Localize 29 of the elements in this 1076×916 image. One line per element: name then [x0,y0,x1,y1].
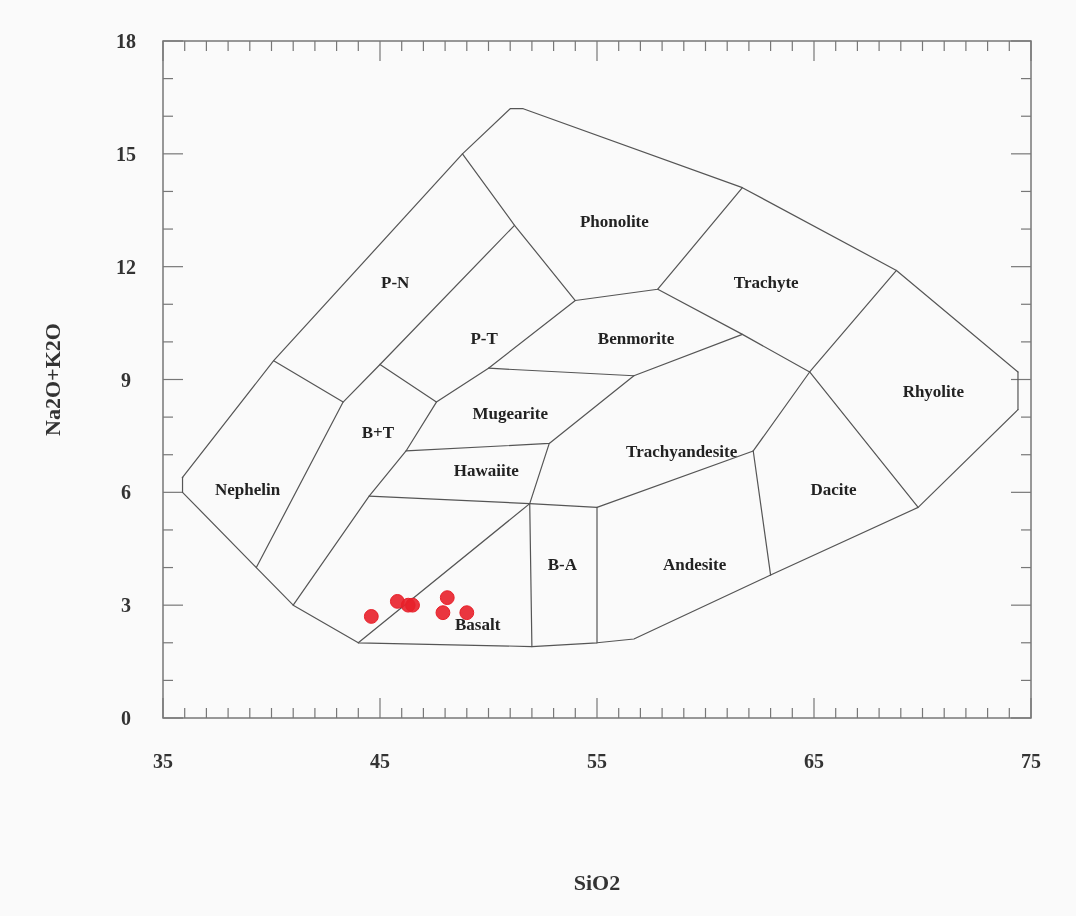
y-tick-label: 15 [116,142,136,165]
annotation: Mugearite [472,404,549,424]
x-tick-label: 55 [587,750,607,772]
y-tick-label: 6 [121,481,131,504]
y-tick-label: 9 [121,368,131,391]
annotation: Phonolite [579,212,650,232]
y-axis-title: Na2O+K2O [40,323,65,436]
annotation: B-A [547,554,578,574]
y-tick-label: 12 [116,255,136,278]
annotation: B+T [361,423,395,443]
annotation: P-N [381,272,411,292]
annotation: Nephelin [215,479,281,499]
annotation: Trachyte [733,272,800,292]
annotation: Rhyolite [902,381,965,401]
annotation: P-T [470,329,499,349]
annotation: Andesite [663,554,727,574]
x-tick-label: 65 [804,750,824,772]
annotation: Trachyandesite [626,441,738,461]
y-tick-label: 0 [121,707,131,729]
annotation: Dacite [810,479,858,499]
annotation: Hawaiite [453,460,520,480]
y-tick-label: 3 [121,594,131,617]
y-tick-label: 18 [116,30,136,52]
x-axis-title: SiO2 [573,870,621,895]
annotation: Basalt [454,614,501,634]
x-tick-label: 45 [370,750,390,772]
x-tick-label: 75 [1021,750,1041,772]
annotation: Benmorite [597,329,675,349]
x-tick-label: 35 [153,750,173,772]
